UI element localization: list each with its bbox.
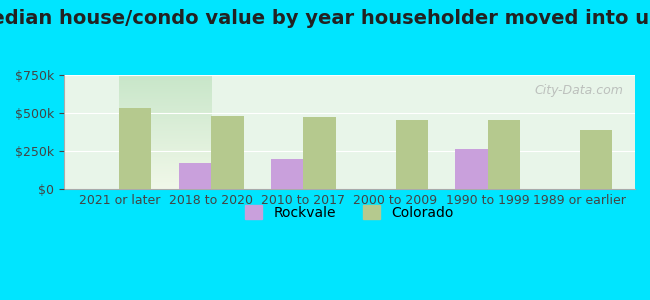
Text: City-Data.com: City-Data.com [535,84,623,97]
Bar [488,120,520,189]
Bar [271,160,304,189]
Bar [211,116,244,189]
Legend: Rockvale, Colorado: Rockvale, Colorado [240,200,459,226]
Bar [580,130,612,189]
Bar [119,108,151,189]
Bar [456,149,488,189]
Text: Median house/condo value by year householder moved into unit: Median house/condo value by year househo… [0,9,650,28]
Bar [304,117,335,189]
Bar [396,120,428,189]
Bar [179,163,211,189]
